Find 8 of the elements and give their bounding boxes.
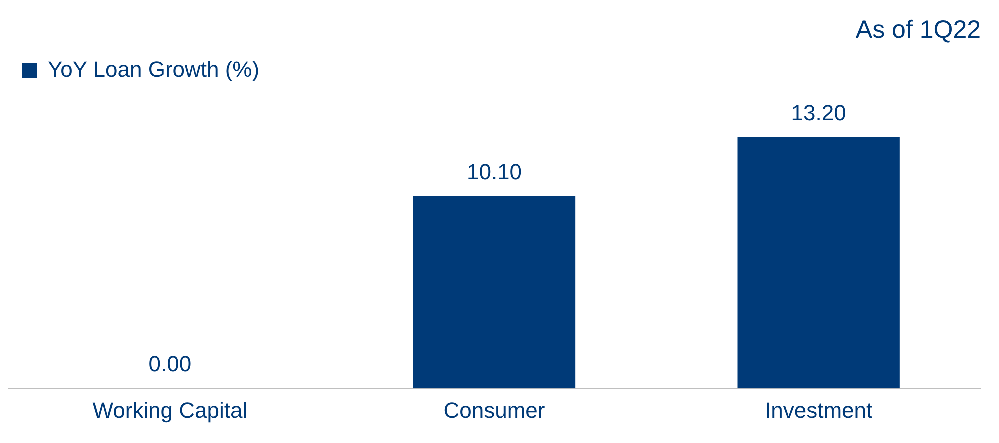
data-label: 13.20 <box>791 100 846 126</box>
data-label: 0.00 <box>148 352 192 377</box>
data-label: 10.10 <box>466 159 522 184</box>
x-tick-label: Working Capital <box>92 398 248 423</box>
x-tick-label: Investment <box>765 398 873 423</box>
legend-label: YoY Loan Growth (%) <box>48 57 260 82</box>
chart-title: As of 1Q22 <box>856 16 981 44</box>
x-tick-label: Consumer <box>444 398 546 423</box>
